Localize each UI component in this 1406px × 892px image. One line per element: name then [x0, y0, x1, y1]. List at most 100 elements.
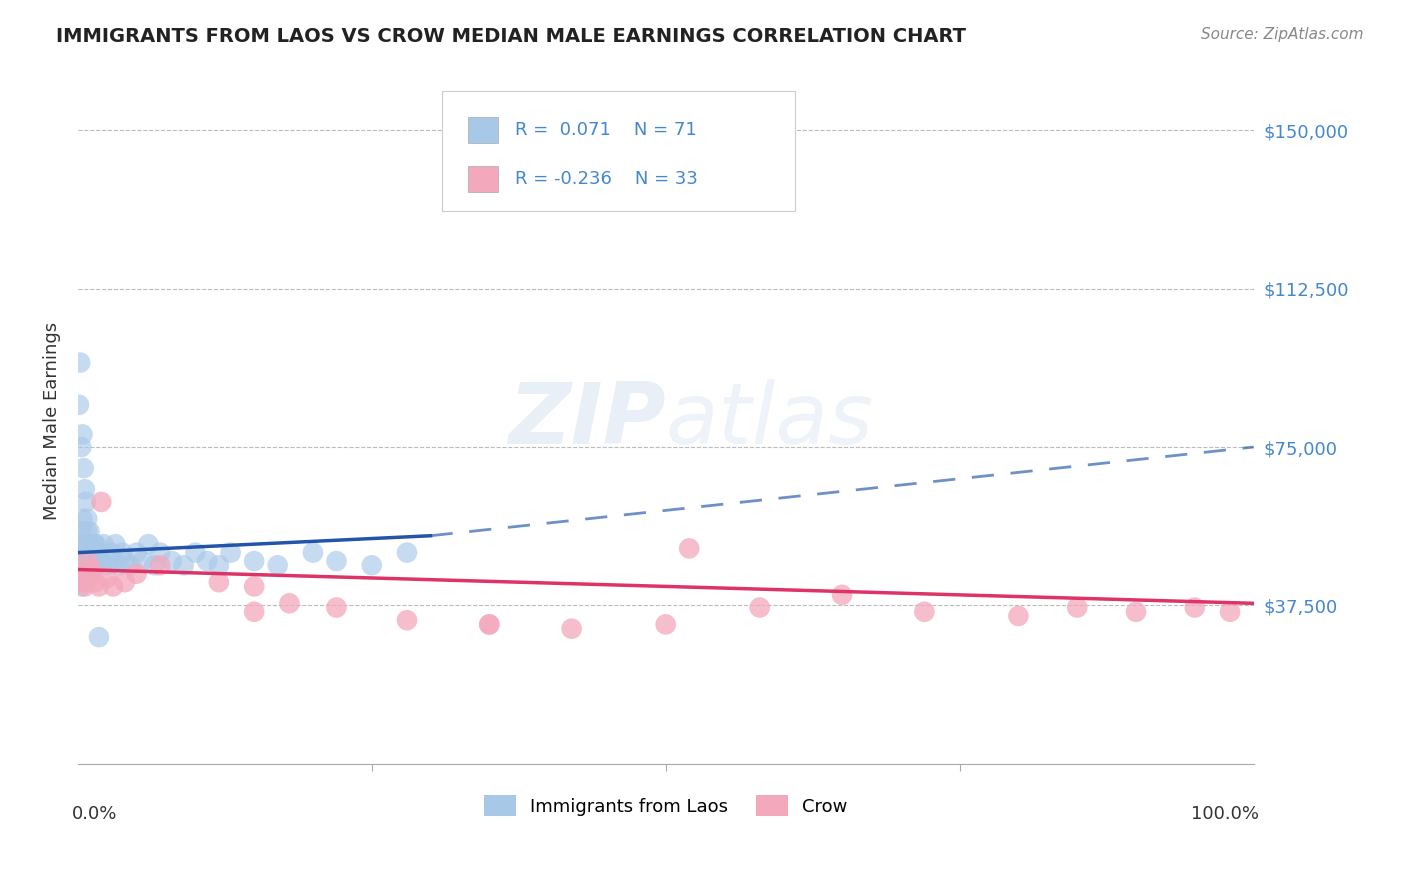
Point — [76, 558, 98, 573]
Point — [184, 546, 207, 560]
Text: R = -0.236    N = 33: R = -0.236 N = 33 — [515, 169, 697, 187]
Point — [654, 617, 676, 632]
Point — [748, 600, 770, 615]
Point — [79, 571, 101, 585]
Point — [79, 524, 101, 539]
Point — [912, 605, 935, 619]
Text: Source: ZipAtlas.com: Source: ZipAtlas.com — [1201, 27, 1364, 42]
Point — [395, 613, 418, 627]
Point — [138, 537, 160, 551]
Point — [111, 546, 134, 560]
Point — [1184, 600, 1206, 615]
Bar — [468, 117, 498, 143]
Point — [79, 558, 101, 573]
Point — [76, 554, 98, 568]
Point — [72, 512, 94, 526]
Point — [208, 575, 231, 590]
Point — [104, 537, 127, 551]
Point — [243, 579, 266, 593]
Point — [75, 495, 97, 509]
Point — [325, 600, 347, 615]
Text: atlas: atlas — [665, 379, 873, 462]
Point — [67, 558, 90, 573]
Point — [72, 575, 94, 590]
Legend: Immigrants from Laos, Crow: Immigrants from Laos, Crow — [477, 789, 855, 823]
Point — [114, 575, 136, 590]
Text: ZIP: ZIP — [508, 379, 665, 462]
Point — [208, 558, 231, 573]
Point — [80, 554, 103, 568]
Point — [82, 562, 104, 576]
Point — [96, 558, 118, 573]
Point — [149, 558, 172, 573]
Point — [87, 630, 110, 644]
Point — [360, 558, 382, 573]
Point — [173, 558, 195, 573]
Point — [302, 546, 325, 560]
Bar — [468, 166, 498, 192]
Point — [1125, 605, 1147, 619]
Point — [108, 558, 131, 573]
Point — [70, 562, 93, 576]
Point — [87, 546, 110, 560]
Y-axis label: Median Male Earnings: Median Male Earnings — [44, 322, 60, 520]
Point — [243, 605, 266, 619]
Point — [72, 566, 94, 581]
Point — [101, 554, 124, 568]
Point — [67, 398, 90, 412]
Point — [219, 546, 242, 560]
Point — [266, 558, 288, 573]
Point — [72, 554, 94, 568]
Point — [76, 512, 98, 526]
Point — [831, 588, 853, 602]
Point — [72, 427, 94, 442]
Point — [73, 558, 96, 573]
Point — [84, 575, 107, 590]
Point — [1066, 600, 1088, 615]
Point — [73, 546, 96, 560]
Point — [80, 546, 103, 560]
Point — [86, 558, 108, 573]
Point — [90, 554, 112, 568]
Point — [1219, 605, 1241, 619]
Point — [80, 562, 103, 576]
Point — [243, 554, 266, 568]
Point — [69, 566, 91, 581]
Point — [69, 571, 91, 585]
Text: 0.0%: 0.0% — [72, 805, 117, 823]
Point — [75, 554, 97, 568]
Point — [69, 537, 91, 551]
Point — [76, 524, 98, 539]
Point — [70, 440, 93, 454]
Point — [195, 554, 218, 568]
Point — [478, 617, 501, 632]
Point — [69, 554, 91, 568]
Point — [90, 495, 112, 509]
Point — [395, 546, 418, 560]
Point — [93, 537, 115, 551]
Text: 100.0%: 100.0% — [1191, 805, 1260, 823]
Point — [73, 461, 96, 475]
Point — [83, 554, 105, 568]
Point — [160, 554, 183, 568]
Text: R =  0.071    N = 71: R = 0.071 N = 71 — [515, 120, 697, 138]
Point — [143, 558, 166, 573]
FancyBboxPatch shape — [443, 91, 794, 211]
Point — [678, 541, 700, 556]
Point — [561, 622, 583, 636]
Point — [73, 575, 96, 590]
Point — [67, 546, 90, 560]
Point — [96, 571, 118, 585]
Point — [478, 617, 501, 632]
Point — [114, 554, 136, 568]
Point — [70, 579, 93, 593]
Point — [73, 562, 96, 576]
Point — [73, 483, 96, 497]
Point — [84, 537, 107, 551]
Point — [67, 575, 90, 590]
Point — [100, 546, 122, 560]
Point — [120, 558, 142, 573]
Point — [101, 579, 124, 593]
Point — [1007, 609, 1029, 624]
Point — [125, 546, 148, 560]
